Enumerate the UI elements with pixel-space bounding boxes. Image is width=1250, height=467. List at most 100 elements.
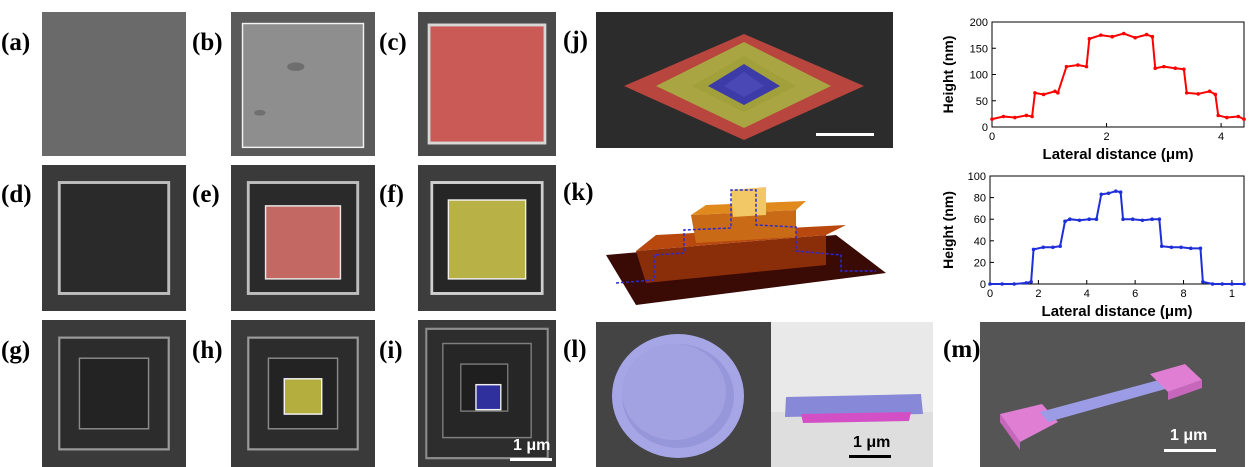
y-tick-label: 40	[974, 236, 986, 248]
data-point	[1220, 282, 1225, 286]
data-point	[1201, 280, 1205, 284]
data-point	[1041, 92, 1046, 97]
x-tick-label: 0	[987, 288, 993, 300]
data-point	[1113, 189, 1118, 193]
sem-image-d	[42, 165, 186, 311]
scale-bar-l	[849, 455, 891, 458]
sem-image-i	[418, 320, 556, 467]
data-point	[1024, 113, 1029, 118]
data-point	[1242, 117, 1246, 121]
panel-label-k: (k)	[563, 179, 594, 206]
data-point	[1106, 191, 1111, 196]
panel-label-e: (e)	[192, 181, 220, 208]
data-point	[1144, 32, 1149, 37]
data-point	[1087, 217, 1091, 221]
scale-bar-label-m: 1 μm	[1170, 427, 1208, 444]
data-point	[1000, 282, 1004, 286]
y-axis-label: Height (nm)	[940, 191, 956, 269]
height-profile-chart-red: 0 50 100 150 200 0 2 4 Lateral distance (μm) Heig…	[940, 10, 1248, 165]
sem-image-a	[42, 12, 186, 156]
data-point	[1150, 217, 1154, 221]
x-tick-label: 4	[1084, 288, 1090, 300]
y-tick-label: 0	[980, 279, 986, 291]
data-point	[1179, 245, 1183, 250]
data-point	[1056, 91, 1060, 95]
data-point	[1210, 282, 1215, 286]
data-point	[1173, 66, 1178, 70]
y-tick-label: 200	[970, 17, 988, 29]
data-point	[1058, 244, 1062, 248]
data-point	[1236, 114, 1241, 119]
y-tick-label: 50	[976, 96, 988, 108]
data-point	[1182, 67, 1186, 72]
scale-bar-m	[1164, 449, 1216, 452]
data-point	[1068, 217, 1072, 221]
data-point	[1063, 219, 1067, 224]
scale-bar-j	[816, 133, 874, 136]
data-point	[1159, 244, 1164, 248]
x-tick-label: 2	[1103, 131, 1109, 143]
data-point	[1001, 114, 1006, 119]
data-point	[1013, 115, 1017, 120]
panel-label-c: (c)	[379, 29, 407, 56]
data-point	[1076, 63, 1080, 67]
data-point	[1133, 35, 1137, 40]
data-point	[1031, 247, 1036, 252]
data-point	[1130, 217, 1135, 221]
x-tick-label: 6	[1132, 288, 1138, 300]
data-point	[1041, 245, 1046, 250]
data-point	[1029, 280, 1033, 284]
scale-bar-label-i: 1 μm	[513, 437, 551, 454]
data-point	[1184, 91, 1189, 95]
sem-image-f	[418, 165, 556, 311]
x-axis-label: Lateral distance (μm)	[1043, 146, 1194, 163]
y-tick-label: 20	[974, 257, 986, 269]
y-tick-label: 100	[968, 171, 986, 183]
data-point	[1121, 31, 1126, 36]
data-point	[1140, 218, 1145, 223]
data-point	[1077, 218, 1082, 223]
panel-label-g: (g)	[1, 337, 31, 364]
data-point	[1230, 282, 1234, 286]
scale-bar-i	[510, 458, 552, 461]
data-point	[990, 117, 994, 121]
data-point	[1157, 217, 1162, 221]
sem-image-e	[231, 165, 375, 311]
data-point	[1064, 64, 1069, 69]
data-point	[1024, 281, 1029, 285]
sem-image-l-topview	[596, 322, 771, 467]
sem-image-g	[42, 320, 186, 467]
x-axis-label: Lateral distance (μm)	[1042, 303, 1193, 320]
data-point	[1099, 33, 1103, 37]
x-tick-label: 2	[1035, 288, 1041, 300]
panel-label-h: (h)	[192, 337, 223, 364]
x-tick-label: 8	[1180, 288, 1186, 300]
data-point	[1150, 34, 1155, 39]
data-point	[1033, 91, 1037, 95]
sem-image-b	[231, 12, 375, 156]
plot-frame	[989, 175, 1245, 285]
x-tick-label: 1	[1229, 288, 1235, 300]
data-point	[1216, 113, 1221, 118]
panel-label-l: (l)	[563, 336, 587, 363]
y-tick-label: 100	[970, 70, 988, 82]
sem-image-l-sideview: 1 μm	[771, 322, 933, 467]
x-tick-label: 4	[1218, 131, 1224, 143]
panel-label-j: (j)	[563, 27, 588, 54]
y-tick-label: 60	[974, 214, 986, 226]
data-point	[1162, 64, 1166, 69]
panel-label-i: (i)	[379, 337, 403, 364]
data-point	[1084, 64, 1089, 69]
plot-frame	[991, 21, 1245, 128]
panel-label-a: (a)	[1, 29, 31, 56]
data-point	[1242, 282, 1246, 286]
sem-image-c	[418, 12, 556, 156]
sem-image-m: 1 μm	[980, 322, 1245, 467]
panel-label-f: (f)	[379, 181, 404, 208]
y-tick-label: 0	[982, 122, 988, 134]
data-point	[1169, 245, 1174, 250]
data-point	[1030, 114, 1034, 119]
panel-label-b: (b)	[192, 29, 223, 56]
data-point	[1110, 34, 1115, 39]
data-point	[988, 282, 992, 286]
